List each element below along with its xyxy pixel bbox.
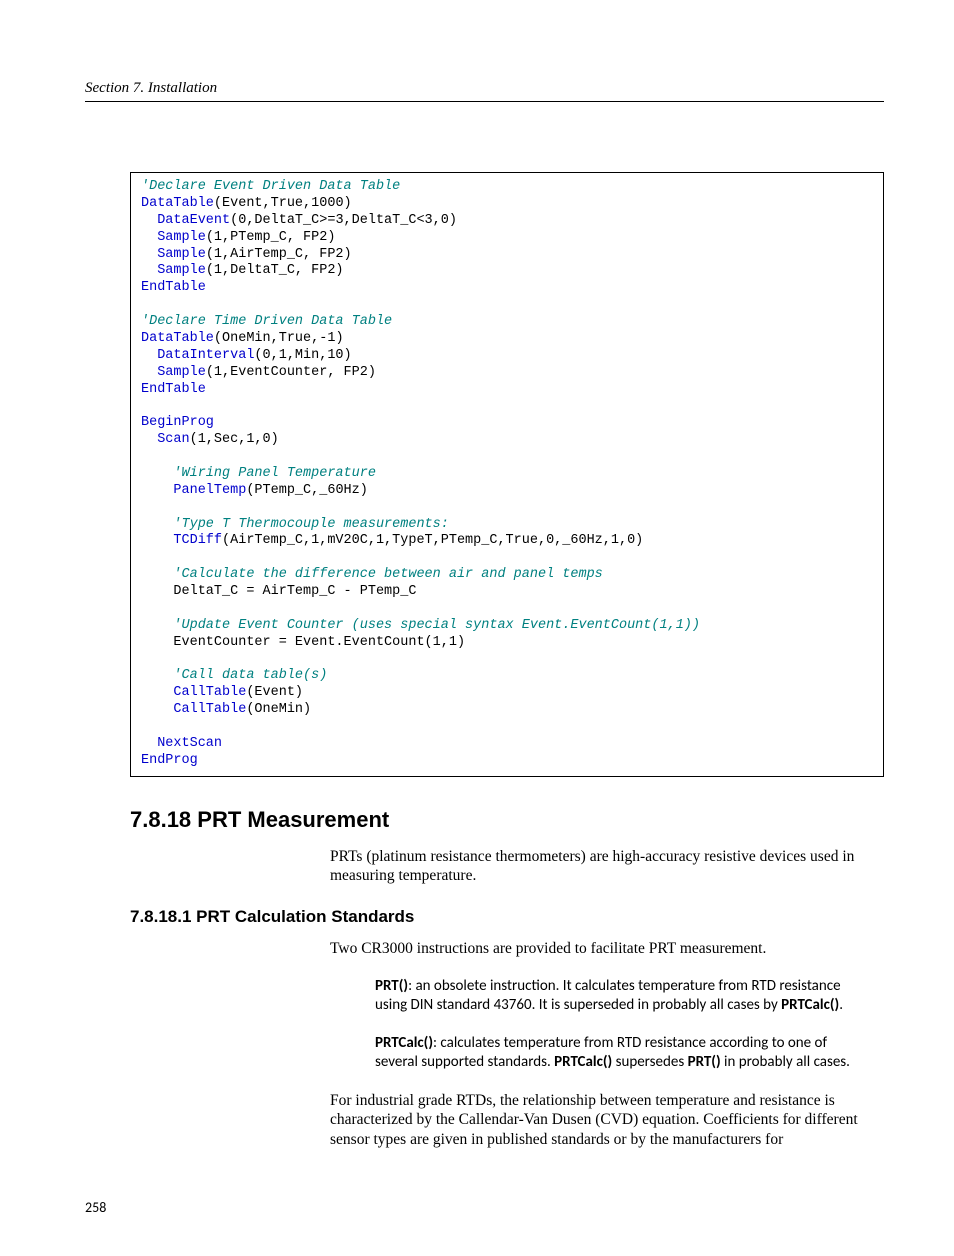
code-text: (1,DeltaT_C, FP2) — [206, 263, 344, 278]
text-run: in probably all cases. — [721, 1053, 850, 1071]
code-text: (1,EventCounter, FP2) — [206, 365, 376, 380]
text-run: : an obsolete instruction. It calculates… — [375, 977, 841, 1015]
heading-2: 7.8.18 PRT Measurement — [130, 807, 884, 833]
code-keyword: EndProg — [141, 753, 198, 768]
text-run: . — [839, 996, 843, 1014]
code-keyword: NextScan — [157, 736, 222, 751]
code-comment: 'Update Event Counter (uses special synt… — [173, 618, 700, 633]
code-text: (0,DeltaT_C>=3,DeltaT_C<3,0) — [230, 213, 457, 228]
code-keyword: Scan — [157, 432, 189, 447]
code-text: DeltaT_C = AirTemp_C - PTemp_C — [173, 584, 416, 599]
code-keyword: Sample — [157, 230, 206, 245]
code-comment: 'Type T Thermocouple measurements: — [173, 517, 448, 532]
heading-3: 7.8.18.1 PRT Calculation Standards — [130, 907, 884, 927]
text-run: supersedes — [612, 1053, 687, 1071]
code-keyword: DataEvent — [157, 213, 230, 228]
code-text: (Event) — [246, 685, 303, 700]
code-keyword: Sample — [157, 247, 206, 262]
code-keyword: CallTable — [173, 702, 246, 717]
code-keyword: EndTable — [141, 280, 206, 295]
code-keyword: PanelTemp — [173, 483, 246, 498]
code-keyword: BeginProg — [141, 415, 214, 430]
page-number: 258 — [85, 1199, 884, 1216]
code-keyword: EndTable — [141, 382, 206, 397]
code-comment: 'Declare Event Driven Data Table — [141, 179, 400, 194]
code-keyword: Sample — [157, 263, 206, 278]
indented-paragraph: PRT(): an obsolete instruction. It calcu… — [375, 977, 866, 1016]
code-keyword: DataTable — [141, 196, 214, 211]
page: Section 7. Installation 'Declare Event D… — [0, 0, 954, 1256]
code-listing: 'Declare Event Driven Data Table DataTab… — [130, 172, 884, 777]
code-keyword: DataInterval — [157, 348, 254, 363]
code-comment: 'Calculate the difference between air an… — [173, 567, 602, 582]
code-text: (Event,True,1000) — [214, 196, 352, 211]
code-keyword: Sample — [157, 365, 206, 380]
code-text: (OneMin) — [246, 702, 311, 717]
bold-term: PRTCalc() — [781, 996, 839, 1014]
bold-term: PRT() — [375, 977, 408, 995]
code-text: (1,PTemp_C, FP2) — [206, 230, 336, 245]
code-keyword: CallTable — [173, 685, 246, 700]
paragraph: Two CR3000 instructions are provided to … — [330, 939, 874, 958]
code-text: (1,AirTemp_C, FP2) — [206, 247, 352, 262]
code-text: (PTemp_C,_60Hz) — [246, 483, 368, 498]
bold-term: PRT() — [688, 1053, 721, 1071]
code-keyword: DataTable — [141, 331, 214, 346]
code-text: (OneMin,True,-1) — [214, 331, 344, 346]
code-text: (AirTemp_C,1,mV20C,1,TypeT,PTemp_C,True,… — [222, 533, 643, 548]
code-text: EventCounter = Event.EventCount(1,1) — [173, 635, 465, 650]
indented-paragraph: PRTCalc(): calculates temperature from R… — [375, 1034, 866, 1073]
code-comment: 'Call data table(s) — [173, 668, 327, 683]
bold-term: PRTCalc() — [554, 1053, 612, 1071]
bold-term: PRTCalc() — [375, 1034, 433, 1052]
page-header: Section 7. Installation — [85, 80, 884, 102]
paragraph: PRTs (platinum resistance thermometers) … — [330, 847, 874, 886]
code-text: (1,Sec,1,0) — [190, 432, 279, 447]
code-comment: 'Declare Time Driven Data Table — [141, 314, 392, 329]
code-keyword: TCDiff — [173, 533, 222, 548]
paragraph: For industrial grade RTDs, the relations… — [330, 1091, 874, 1149]
code-text: (0,1,Min,10) — [254, 348, 351, 363]
code-comment: 'Wiring Panel Temperature — [173, 466, 376, 481]
